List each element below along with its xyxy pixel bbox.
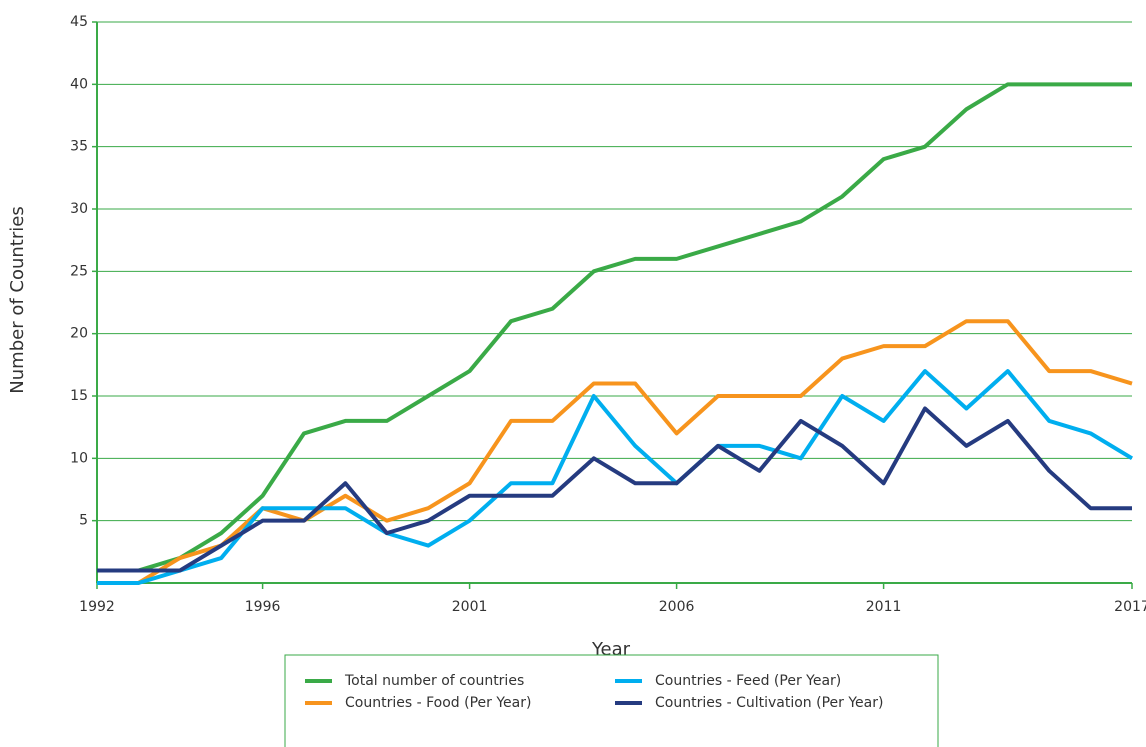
- y-tick-label: 30: [70, 201, 88, 217]
- y-tick-label: 5: [79, 513, 88, 529]
- x-tick-label: 1996: [245, 599, 281, 615]
- y-tick-label: 45: [70, 14, 88, 30]
- y-tick-label: 25: [70, 263, 88, 279]
- y-tick-label: 20: [70, 326, 88, 342]
- legend-label: Countries - Feed (Per Year): [655, 673, 841, 689]
- series-line: [97, 406, 1132, 573]
- x-tick-label: 1992: [79, 599, 115, 615]
- legend-box: [284, 654, 939, 747]
- x-axis-title: Year: [591, 639, 631, 660]
- x-tick-label: 2006: [659, 599, 695, 615]
- series-line: [97, 82, 1132, 573]
- y-tick-label: 10: [70, 450, 88, 466]
- y-tick-label: 15: [70, 388, 88, 404]
- y-tick-label: 35: [70, 139, 88, 155]
- y-axis-title: Number of Countries: [7, 206, 28, 393]
- y-tick-label: 40: [70, 76, 88, 92]
- legend-label: Total number of countries: [344, 673, 524, 689]
- x-tick-label: 2017: [1114, 599, 1146, 615]
- series-line: [97, 319, 1133, 585]
- series-line: [97, 369, 1134, 585]
- x-tick-label: 2011: [866, 599, 902, 615]
- legend-label: Countries - Cultivation (Per Year): [655, 695, 883, 711]
- legend-label: Countries - Food (Per Year): [345, 695, 531, 711]
- x-tick-label: 2001: [452, 599, 488, 615]
